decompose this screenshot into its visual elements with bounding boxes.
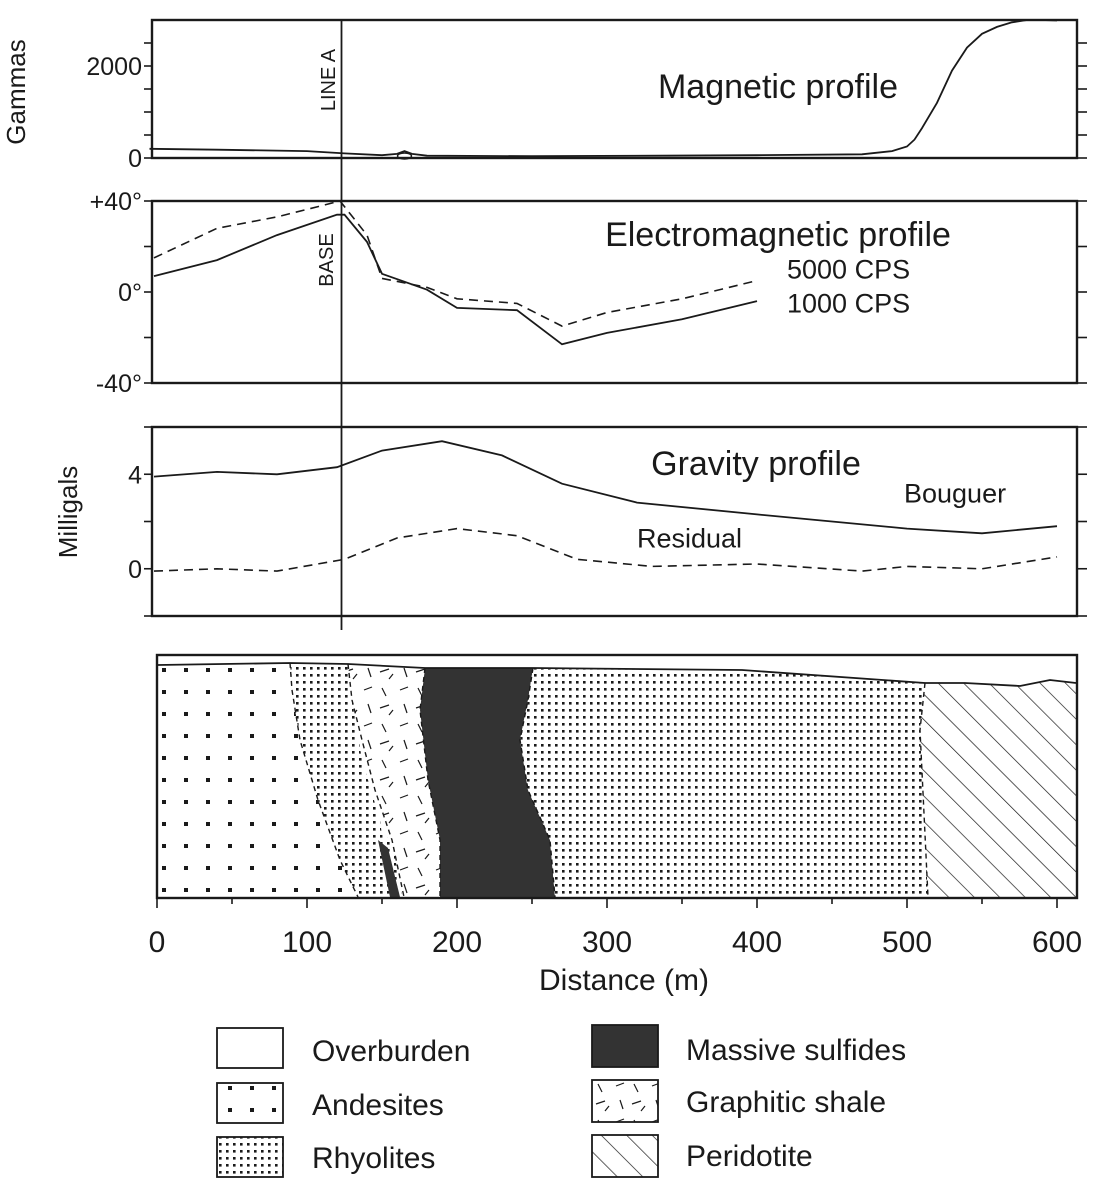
graphitic-shale-unit (348, 664, 440, 897)
legend-swatch-massive-sulfides (591, 1024, 659, 1068)
distance-axis: 0 100 200 300 400 500 600 (149, 898, 1082, 959)
line-a-label: LINE A (318, 48, 340, 111)
gravity-series: Bouguer Residual (153, 440, 1058, 572)
distance-tick-label-6: 600 (1032, 926, 1082, 959)
contact-rhyolite-peridotite (919, 682, 929, 898)
distance-tick-label-4: 400 (732, 926, 782, 959)
em-series-label-1: 1000 CPS (787, 288, 910, 318)
em-series-label-0: 5000 CPS (787, 254, 910, 284)
em-ticks: +40° 0° -40° (90, 188, 1087, 398)
grav-series-line-1 (153, 527, 1058, 572)
gravity-frame (150, 425, 1079, 618)
contact-rhyolite-shale (347, 663, 405, 898)
magnetic-title: Magnetic profile (658, 68, 898, 106)
legend-label-peridotite: Peridotite (686, 1140, 813, 1173)
em-ytick-label-2: -40° (96, 370, 142, 398)
distance-tick-label-2: 200 (432, 926, 482, 959)
cross-section-frame (155, 653, 1079, 900)
legend-label-andesites: Andesites (312, 1089, 444, 1122)
andesite-unit (158, 663, 358, 897)
em-panel: +40°0°-40° Electromagnetic profile BASE … (90, 188, 1087, 398)
distance-tick-label-1: 100 (282, 926, 332, 959)
rhyolite-east-unit (520, 668, 928, 897)
legend-swatch-rhyolites (216, 1136, 284, 1178)
legend-label-overburden: Overburden (312, 1035, 470, 1068)
gravity-ylabel: Milligals (53, 466, 83, 558)
legend-swatch-andesites (216, 1082, 284, 1124)
mag-series-line-0 (149, 19, 1058, 158)
em-series-line-1 (153, 213, 758, 346)
distance-axis-label: Distance (m) (539, 964, 709, 997)
legend-label-graphitic-shale: Graphitic shale (686, 1086, 886, 1119)
em-series: 5000 CPS 1000 CPS (153, 200, 910, 346)
legend-label-massive-sulfides: Massive sulfides (686, 1034, 906, 1067)
sulfide-sliver-unit (378, 840, 400, 897)
gravity-panel: 40 Milligals Gravity profile BouguerResi… (53, 425, 1087, 618)
cross-section: 0 100 200 300 400 500 600 Distance (m) (149, 653, 1082, 997)
peridotite-unit (920, 680, 1076, 897)
legend: Overburden Andesites Rhyolites Massive s… (216, 1024, 906, 1178)
contact-shale-sulfide (419, 667, 441, 897)
mag-ytick-label-0: 0 (128, 145, 142, 173)
distance-tick-label-0: 0 (149, 926, 166, 959)
mag-ytick-label-1: 2000 (86, 53, 142, 81)
em-title: Electromagnetic profile (605, 216, 951, 254)
grav-series-label-1: Residual (637, 523, 742, 553)
rhyolite-west-unit (290, 663, 390, 897)
magnetic-series (149, 19, 1058, 160)
em-ytick-label-0: +40° (90, 188, 142, 216)
magnetic-frame (150, 18, 1079, 160)
grav-ytick-label-0: 4 (128, 461, 142, 489)
contact-andesite-rhyolite (289, 662, 359, 898)
grav-series-line-0 (153, 440, 1058, 535)
legend-label-rhyolites: Rhyolites (312, 1142, 435, 1175)
magnetic-panel: 0 2000 Gammas Magnetic profile LINE A (1, 18, 1087, 173)
grav-ytick-label-1: 0 (128, 556, 142, 584)
legend-swatch-peridotite (591, 1134, 659, 1178)
em-ytick-label-1: 0° (118, 279, 142, 307)
distance-tick-label-3: 300 (582, 926, 632, 959)
massive-sulfide-unit (420, 668, 555, 897)
grav-series-label-0: Bouguer (904, 479, 1006, 509)
distance-tick-label-5: 500 (882, 926, 932, 959)
gravity-title: Gravity profile (651, 445, 861, 483)
magnetic-ticks: 0 2000 (86, 42, 1087, 173)
base-label: BASE (316, 233, 338, 286)
gravity-ticks: 40 (128, 426, 1087, 617)
legend-swatch-graphitic-shale (591, 1079, 659, 1123)
magnetic-anomaly-bump (396, 152, 413, 160)
legend-swatch-overburden (216, 1027, 284, 1069)
magnetic-ylabel: Gammas (1, 39, 31, 144)
ground-surface (157, 662, 1077, 687)
em-series-line-0 (153, 200, 758, 327)
